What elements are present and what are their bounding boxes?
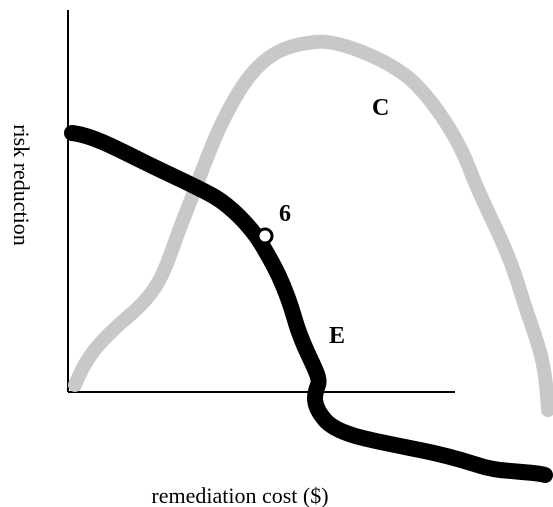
curve-e <box>64 125 553 483</box>
x-axis-label: remediation cost ($) <box>151 483 328 507</box>
curve-label: E <box>329 323 345 349</box>
point-label: 6 <box>279 201 291 227</box>
curve-c <box>68 34 553 417</box>
point-marker <box>256 227 274 245</box>
y-axis-label: risk reduction <box>9 124 34 246</box>
curve-label: C <box>372 95 389 121</box>
